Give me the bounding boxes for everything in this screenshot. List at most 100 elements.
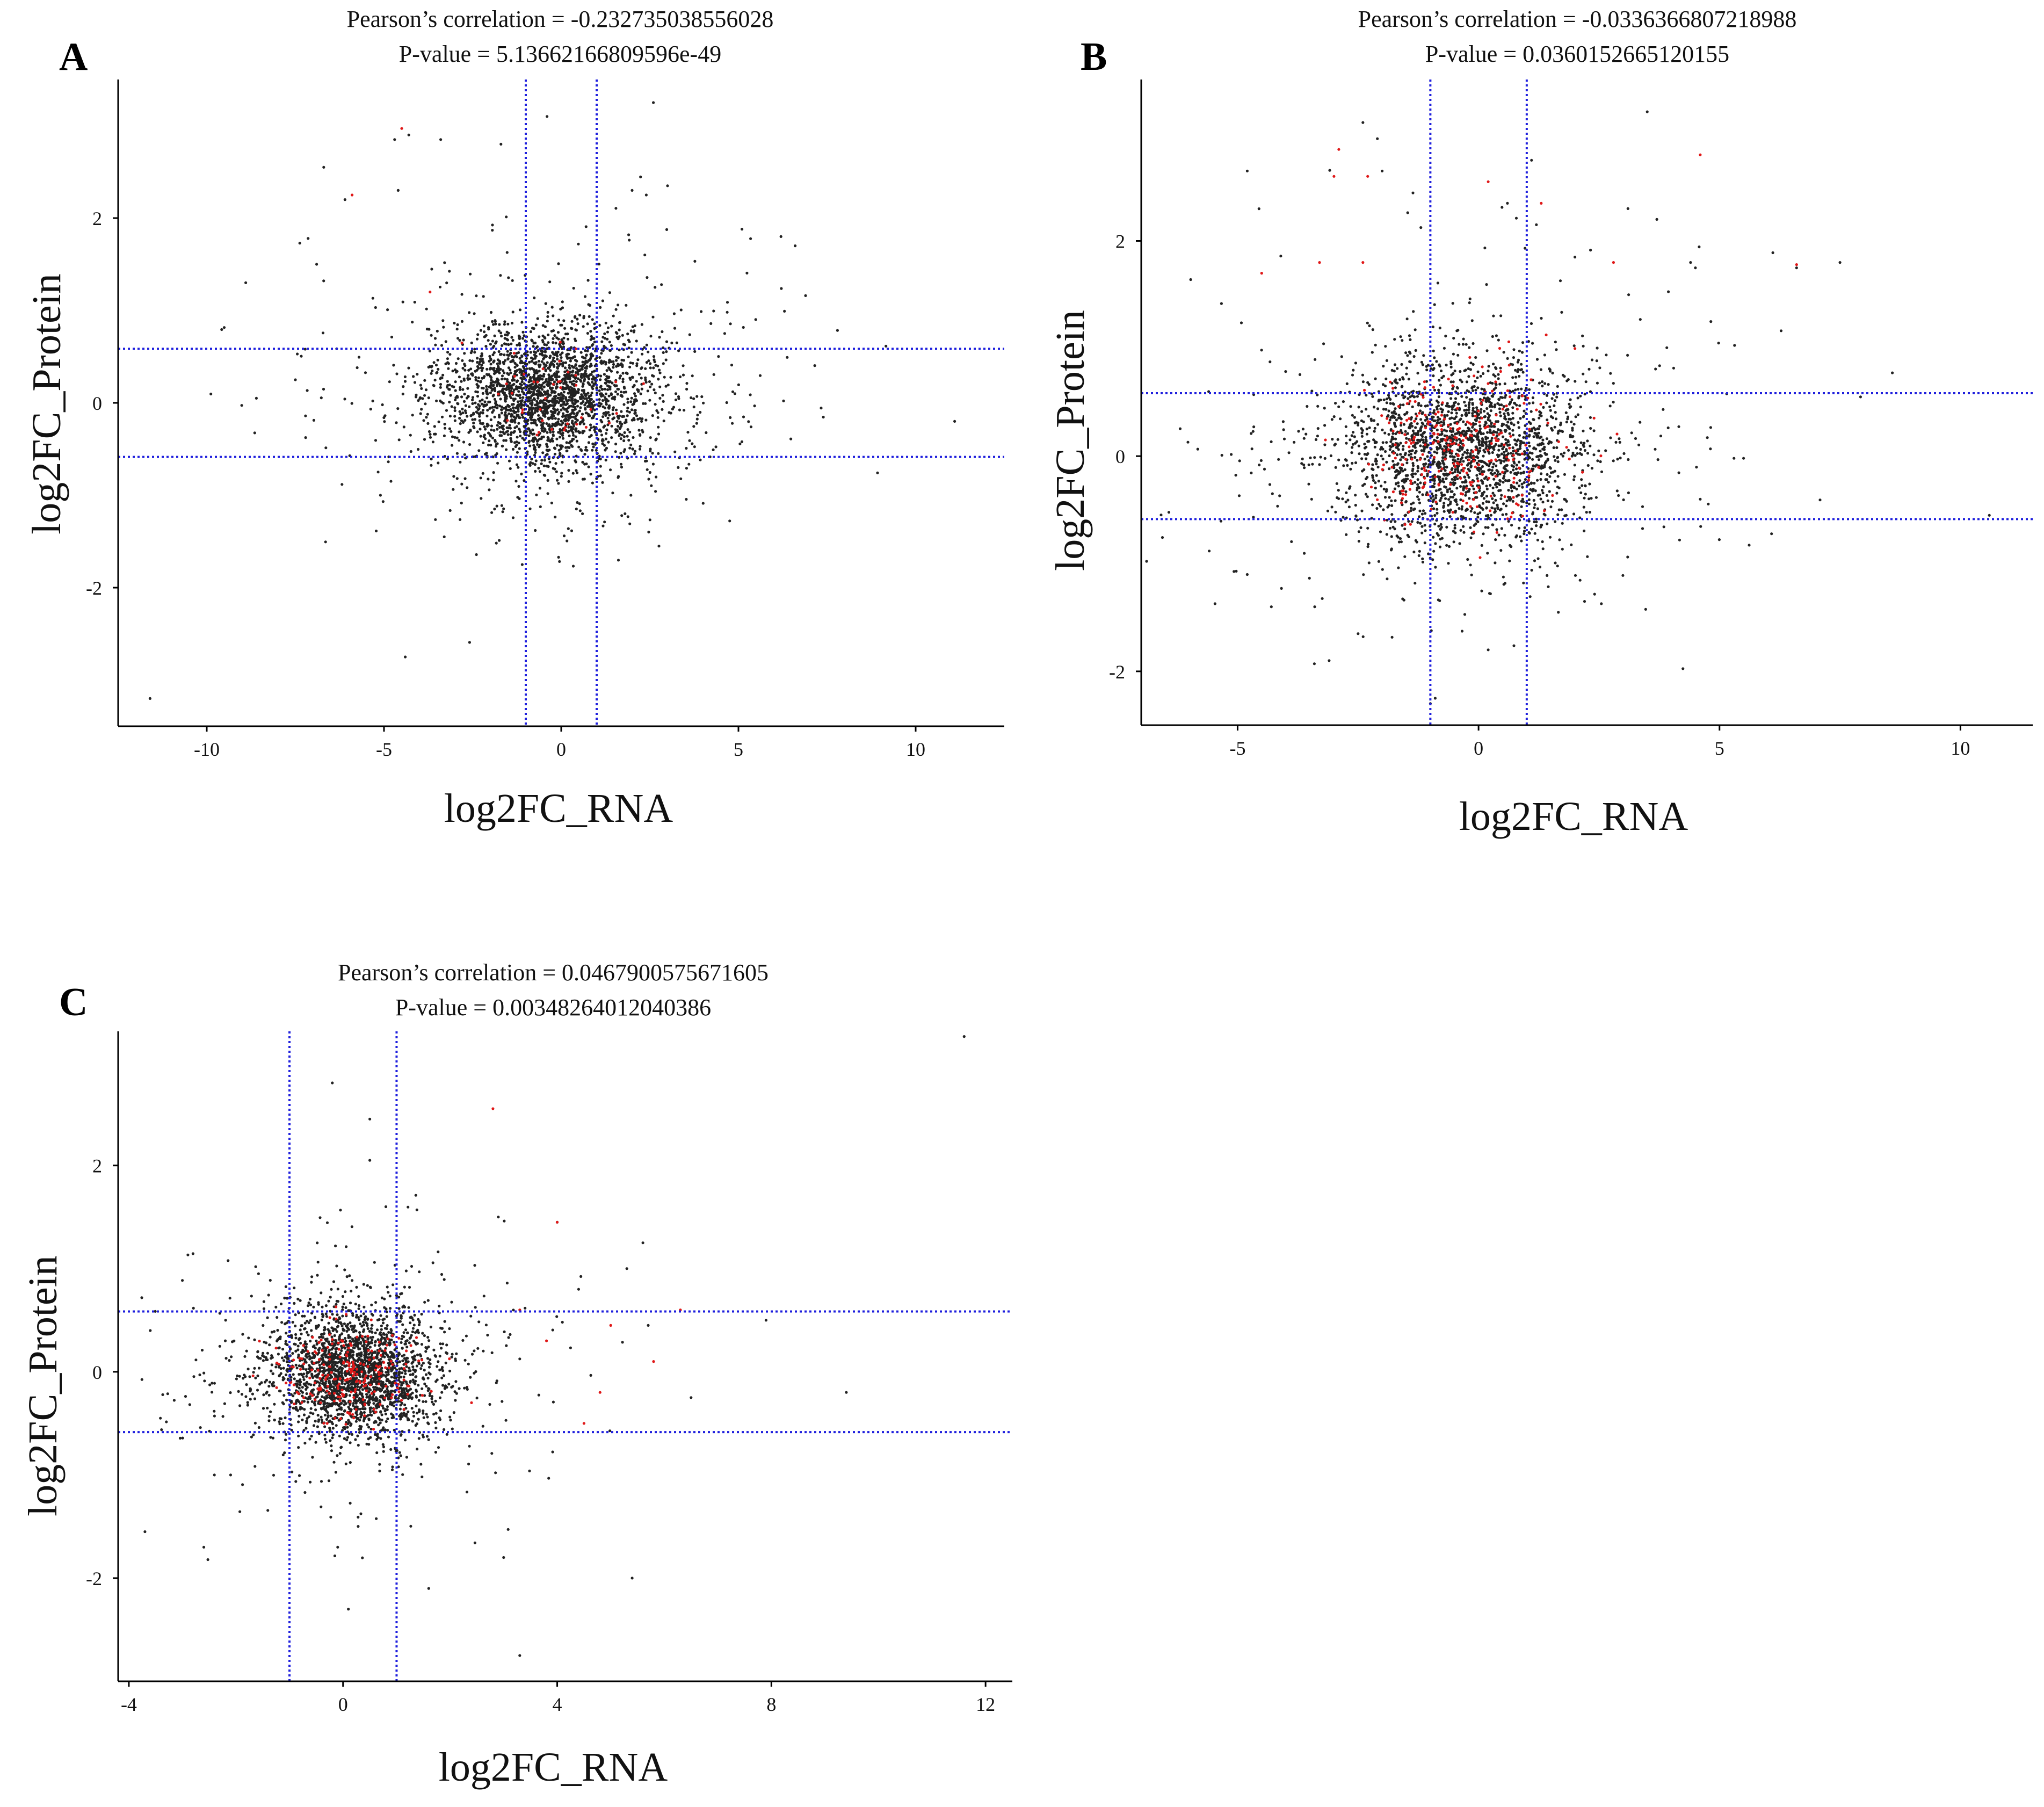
data-point <box>552 433 555 437</box>
data-point <box>443 427 447 430</box>
data-point <box>1506 469 1509 473</box>
data-point <box>453 406 456 409</box>
data-point-significant <box>642 382 645 385</box>
data-point <box>581 512 584 516</box>
data-point <box>1374 487 1377 490</box>
data-point <box>485 388 488 391</box>
data-point <box>586 399 589 402</box>
data-point <box>566 402 569 406</box>
data-point <box>1412 355 1416 358</box>
data-point <box>1559 423 1562 427</box>
data-point <box>1360 431 1364 435</box>
data-point-significant <box>536 380 539 384</box>
data-point <box>1439 438 1443 442</box>
data-point <box>1449 508 1452 511</box>
data-point <box>1357 530 1360 533</box>
data-point <box>517 407 520 411</box>
data-point <box>481 472 484 475</box>
data-point <box>538 418 541 422</box>
data-point <box>531 399 534 402</box>
data-point <box>558 393 561 396</box>
data-point <box>1570 420 1573 424</box>
data-point <box>1411 429 1415 432</box>
data-point <box>1585 511 1588 514</box>
data-point <box>451 435 454 438</box>
data-point <box>1470 319 1474 322</box>
data-point <box>601 481 604 484</box>
data-point <box>514 406 518 410</box>
data-point <box>1530 568 1533 572</box>
data-point <box>1492 462 1495 466</box>
data-point <box>592 416 595 420</box>
data-point <box>1558 538 1561 541</box>
data-point <box>1517 368 1520 371</box>
data-point <box>562 400 566 404</box>
data-point <box>1586 555 1589 558</box>
data-point <box>1401 339 1404 342</box>
data-point <box>714 445 717 449</box>
data-point <box>1487 526 1490 529</box>
data-point <box>584 359 588 363</box>
data-point <box>546 366 550 370</box>
data-point <box>1467 406 1470 409</box>
data-point <box>1695 466 1698 469</box>
data-point <box>1509 497 1512 501</box>
data-point <box>1521 486 1524 489</box>
data-point <box>1512 450 1515 453</box>
data-point <box>509 467 512 471</box>
pvalue-text-b: P-value = 0.0360152665120155 <box>1425 41 1729 67</box>
data-point <box>1622 498 1625 502</box>
data-point <box>620 410 623 413</box>
data-point <box>371 399 374 403</box>
data-point <box>617 337 620 341</box>
data-point <box>505 251 509 254</box>
data-point <box>1433 460 1436 464</box>
data-point <box>1380 485 1383 488</box>
data-point <box>1388 454 1391 458</box>
data-point <box>1439 499 1442 502</box>
data-point <box>662 346 665 350</box>
data-point <box>1435 360 1438 363</box>
data-point <box>402 425 405 429</box>
data-point <box>471 399 474 402</box>
data-point <box>1644 608 1647 611</box>
data-point <box>505 426 509 429</box>
data-point <box>532 368 535 371</box>
data-point <box>508 459 511 462</box>
data-point <box>1438 365 1441 368</box>
data-point <box>1393 363 1397 366</box>
data-point <box>559 396 562 399</box>
data-point <box>701 502 705 505</box>
data-point <box>1469 464 1473 468</box>
data-point <box>1447 503 1450 507</box>
data-point <box>432 384 436 387</box>
data-point <box>618 432 621 436</box>
data-point <box>1453 493 1456 496</box>
data-point <box>574 399 577 402</box>
data-point <box>550 437 554 440</box>
data-point <box>1419 418 1423 421</box>
data-point <box>485 392 489 395</box>
data-point <box>1401 524 1404 527</box>
data-point <box>555 382 559 386</box>
data-point <box>1453 524 1456 527</box>
data-point <box>528 444 532 447</box>
data-point <box>588 315 591 318</box>
data-point <box>1412 551 1416 554</box>
data-point <box>619 363 622 366</box>
data-point <box>546 431 549 434</box>
data-point <box>1495 334 1498 337</box>
data-point <box>570 380 573 384</box>
data-point <box>533 388 536 391</box>
data-point <box>561 347 564 350</box>
data-point <box>296 352 299 356</box>
data-point <box>1438 446 1441 450</box>
data-point <box>517 422 520 425</box>
data-point <box>562 361 565 365</box>
data-point <box>1496 473 1499 476</box>
data-point <box>1444 335 1447 338</box>
data-point <box>1408 334 1411 337</box>
data-point <box>632 402 635 406</box>
data-point <box>709 322 713 326</box>
data-point <box>1483 247 1487 250</box>
